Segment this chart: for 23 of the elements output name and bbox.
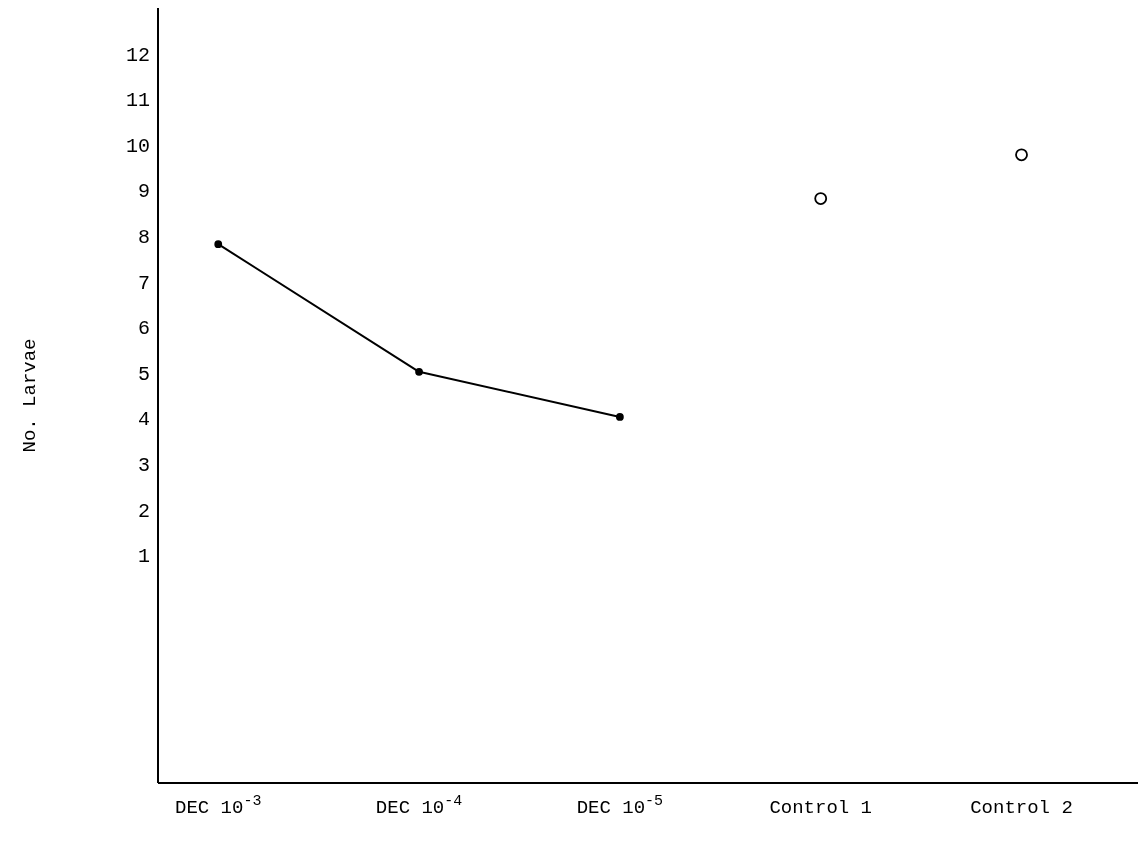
x-tick-label: DEC 10$^{-4}$ bbox=[375, 792, 463, 819]
point bbox=[214, 240, 223, 249]
y-tick-label: 7 bbox=[137, 271, 150, 295]
y-axis-title: No. Larvae bbox=[18, 338, 41, 453]
x-tick-label: DEC 10$^{-3}$ bbox=[175, 792, 262, 819]
y-tick-label: 2 bbox=[137, 499, 150, 523]
y-tick-label: 8 bbox=[137, 226, 150, 250]
y-tick-label: 3 bbox=[137, 453, 150, 477]
y-tick-label: 5 bbox=[137, 362, 150, 386]
x-tick-label: DEC 10$^{-5}$ bbox=[576, 792, 664, 819]
y-tick-label: 6 bbox=[137, 317, 150, 341]
x-tick-label: Control 1 bbox=[769, 797, 873, 819]
y-tick-label: 1 bbox=[137, 545, 150, 569]
y-tick-label: 9 bbox=[137, 180, 150, 204]
y-tick-label: 12 bbox=[125, 43, 150, 67]
point bbox=[415, 367, 423, 376]
y-tick-label: 10 bbox=[125, 134, 150, 158]
y-tick-label: 11 bbox=[125, 89, 150, 113]
point bbox=[1015, 148, 1028, 162]
x-tick-label: Control 2 bbox=[970, 797, 1073, 819]
y-tick-label: 4 bbox=[137, 408, 150, 432]
point bbox=[814, 192, 828, 205]
point bbox=[615, 413, 624, 421]
